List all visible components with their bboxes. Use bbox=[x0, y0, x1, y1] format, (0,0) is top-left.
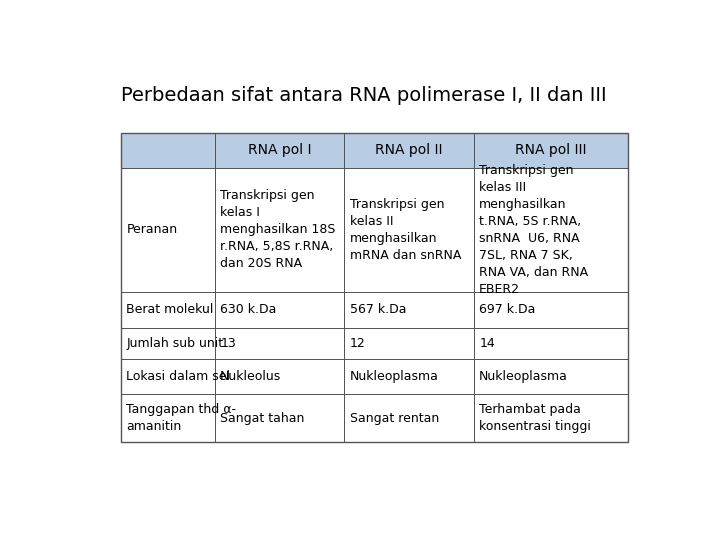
Bar bbox=[344, 167, 474, 292]
Text: Nukleoplasma: Nukleoplasma bbox=[480, 370, 568, 383]
Text: 14: 14 bbox=[480, 336, 495, 350]
Bar bbox=[474, 133, 629, 167]
Bar bbox=[215, 359, 344, 394]
Text: 567 k.Da: 567 k.Da bbox=[350, 303, 406, 316]
Text: 630 k.Da: 630 k.Da bbox=[220, 303, 276, 316]
Bar bbox=[344, 394, 474, 442]
Text: Sangat rentan: Sangat rentan bbox=[350, 411, 439, 424]
Bar bbox=[121, 133, 215, 167]
Text: Transkripsi gen
kelas II
menghasilkan
mRNA dan snRNA: Transkripsi gen kelas II menghasilkan mR… bbox=[350, 198, 461, 262]
Bar bbox=[344, 133, 474, 167]
Bar bbox=[121, 292, 215, 328]
Text: RNA pol III: RNA pol III bbox=[516, 144, 587, 158]
Text: Nukleoplasma: Nukleoplasma bbox=[350, 370, 438, 383]
Bar bbox=[215, 167, 344, 292]
Bar bbox=[121, 394, 215, 442]
Bar bbox=[215, 133, 344, 167]
Bar bbox=[121, 133, 629, 167]
Text: Transkripsi gen
kelas I
menghasilkan 18S
r.RNA, 5,8S r.RNA,
dan 20S RNA: Transkripsi gen kelas I menghasilkan 18S… bbox=[220, 190, 336, 271]
Text: 697 k.Da: 697 k.Da bbox=[480, 303, 536, 316]
Bar bbox=[474, 359, 629, 394]
Bar bbox=[474, 394, 629, 442]
Bar bbox=[344, 328, 474, 359]
Text: Jumlah sub unit: Jumlah sub unit bbox=[126, 336, 223, 350]
Bar bbox=[474, 167, 629, 292]
Bar bbox=[344, 359, 474, 394]
Bar bbox=[121, 133, 629, 442]
Text: 12: 12 bbox=[350, 336, 366, 350]
Text: Transkripsi gen
kelas III
menghasilkan
t.RNA, 5S r.RNA,
snRNA  U6, RNA
7SL, RNA : Transkripsi gen kelas III menghasilkan t… bbox=[480, 164, 588, 296]
Text: Perbedaan sifat antara RNA polimerase I, II dan III: Perbedaan sifat antara RNA polimerase I,… bbox=[121, 85, 606, 105]
Text: Sangat tahan: Sangat tahan bbox=[220, 411, 305, 424]
Bar bbox=[215, 328, 344, 359]
Bar bbox=[474, 292, 629, 328]
Text: Lokasi dalam sel: Lokasi dalam sel bbox=[126, 370, 230, 383]
Text: 13: 13 bbox=[220, 336, 236, 350]
Text: Berat molekul: Berat molekul bbox=[126, 303, 214, 316]
Bar bbox=[121, 359, 215, 394]
Bar bbox=[215, 292, 344, 328]
Text: RNA pol I: RNA pol I bbox=[248, 144, 311, 158]
Bar bbox=[121, 328, 215, 359]
Bar bbox=[344, 292, 474, 328]
Bar bbox=[121, 167, 215, 292]
Bar bbox=[215, 394, 344, 442]
Text: Tanggapan thd α-
amanitin: Tanggapan thd α- amanitin bbox=[126, 403, 236, 433]
Text: RNA pol II: RNA pol II bbox=[375, 144, 443, 158]
Text: Nukleolus: Nukleolus bbox=[220, 370, 282, 383]
Bar bbox=[474, 328, 629, 359]
Text: Peranan: Peranan bbox=[126, 224, 177, 237]
Text: Terhambat pada
konsentrasi tinggi: Terhambat pada konsentrasi tinggi bbox=[480, 403, 591, 433]
